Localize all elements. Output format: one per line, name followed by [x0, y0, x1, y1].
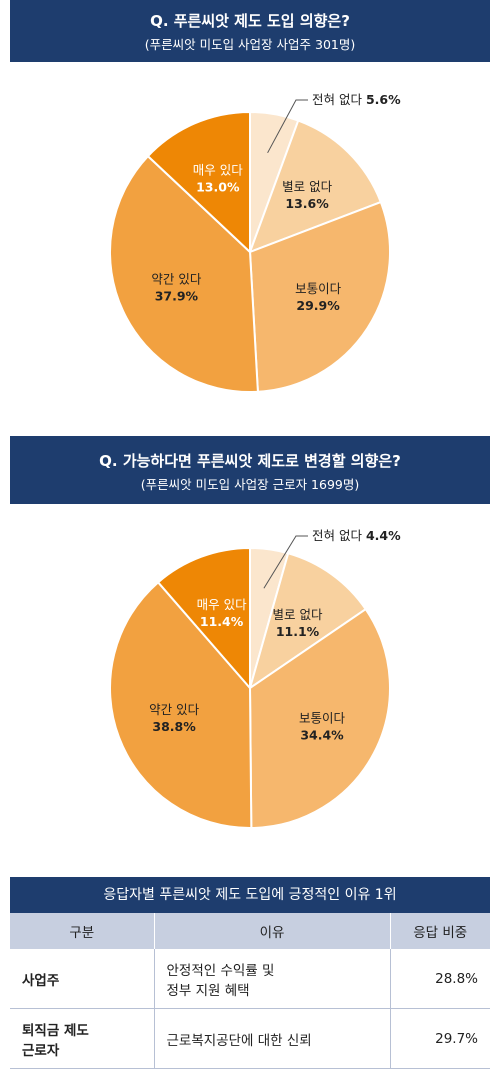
slice-value-neutral: 29.9%	[296, 298, 340, 313]
cell-group-line: 근로자	[22, 1042, 60, 1059]
pie-slice-little	[248, 119, 383, 254]
slice-label-little: 별로 없다	[282, 179, 332, 194]
table-title: 응답자별 푸른씨앗 제도 도입에 긍정적인 이유 1위	[10, 877, 490, 913]
pie-slice-neutral	[248, 200, 391, 393]
chart2-title: Q. 가능하다면 푸른씨앗 제도로 변경할 의향은?	[99, 452, 401, 470]
slice-value-somewhat: 38.8%	[152, 719, 196, 734]
slice-label-neutral: 보통이다	[299, 711, 346, 726]
cell-reason: 안정적인 수익률 및 정부 지원 혜택	[153, 949, 390, 1009]
pie-slice-very	[156, 546, 251, 691]
slice-label-neutral: 보통이다	[295, 281, 342, 296]
chart1-title: Q. 푸른씨앗 제도 도입 의향은?	[150, 12, 350, 30]
slice-label-none: 전혀 없다 4.4%	[312, 528, 401, 543]
leader-line	[267, 99, 308, 154]
cell-reason-line: 안정적인 수익률 및	[166, 962, 275, 979]
slice-label-little: 별로 없다	[273, 607, 323, 622]
slice-value-little: 11.1%	[276, 624, 320, 639]
slice-value-little: 13.6%	[285, 196, 329, 211]
reasons-table: 구분 이유 응답 비중 사업주 안정적인 수익률 및 정부 지원 혜택 28.8…	[10, 913, 490, 1069]
pie-slice-very	[146, 110, 251, 255]
header-share: 응답 비중	[389, 913, 490, 949]
slice-value-very: 13.0%	[196, 180, 240, 195]
table-row: 사업주 안정적인 수익률 및 정부 지원 혜택 28.8%	[10, 949, 490, 1009]
pie-slice-somewhat	[109, 154, 259, 393]
chart1-title-banner: Q. 푸른씨앗 제도 도입 의향은? (푸른씨앗 미도입 사업장 사업주 301…	[10, 0, 490, 62]
slice-value-somewhat: 37.9%	[155, 288, 199, 303]
pie-slice-neutral	[248, 607, 391, 830]
chart2-subtitle: (푸른씨앗 미도입 사업장 근로자 1699명)	[140, 477, 360, 492]
slice-label-very: 매우 있다	[193, 163, 243, 178]
header-reason: 이유	[153, 913, 390, 949]
cell-group: 퇴직금 제도 근로자	[10, 1008, 154, 1069]
chart1-subtitle: (푸른씨앗 미도입 사업장 사업주 301명)	[144, 37, 356, 52]
cell-group: 사업주	[10, 949, 154, 1009]
table-row: 퇴직금 제도 근로자 근로복지공단에 대한 신뢰 29.7%	[10, 1008, 490, 1069]
header-group: 구분	[10, 913, 154, 949]
slice-label-somewhat: 약간 있다	[151, 271, 201, 286]
slice-value-neutral: 34.4%	[300, 728, 344, 743]
slice-label-very: 매우 있다	[197, 597, 247, 612]
slice-label-none: 전혀 없다 5.6%	[312, 92, 401, 107]
cell-share: 29.7%	[389, 1008, 490, 1069]
chart2-title-banner: Q. 가능하다면 푸른씨앗 제도로 변경할 의향은? (푸른씨앗 미도입 사업장…	[10, 436, 490, 504]
table-header-row: 구분 이유 응답 비중	[10, 913, 490, 949]
pie-slice-somewhat	[109, 580, 253, 829]
pie-chart-1: 전혀 없다 5.6% 별로 없다 13.6% 보통이다 29.9% 약간 있다 37.9% 매…	[109, 92, 401, 393]
pie-slice-little	[248, 552, 368, 691]
reasons-table-section: 응답자별 푸른씨앗 제도 도입에 긍정적인 이유 1위 구분 이유 응답 비중 …	[10, 877, 490, 1069]
slice-label-somewhat: 약간 있다	[149, 702, 199, 717]
cell-group-line: 퇴직금 제도	[22, 1022, 89, 1039]
cell-share: 28.8%	[389, 949, 490, 1009]
cell-reason: 근로복지공단에 대한 신뢰	[153, 1008, 390, 1069]
leader-line	[263, 535, 308, 589]
slice-value-very: 11.4%	[200, 614, 244, 629]
cell-reason-line: 정부 지원 혜택	[166, 982, 250, 999]
pie-chart-2: 전혀 없다 4.4% 별로 없다 11.1% 보통이다 34.4% 약간 있다 38.8% 매…	[109, 528, 401, 830]
